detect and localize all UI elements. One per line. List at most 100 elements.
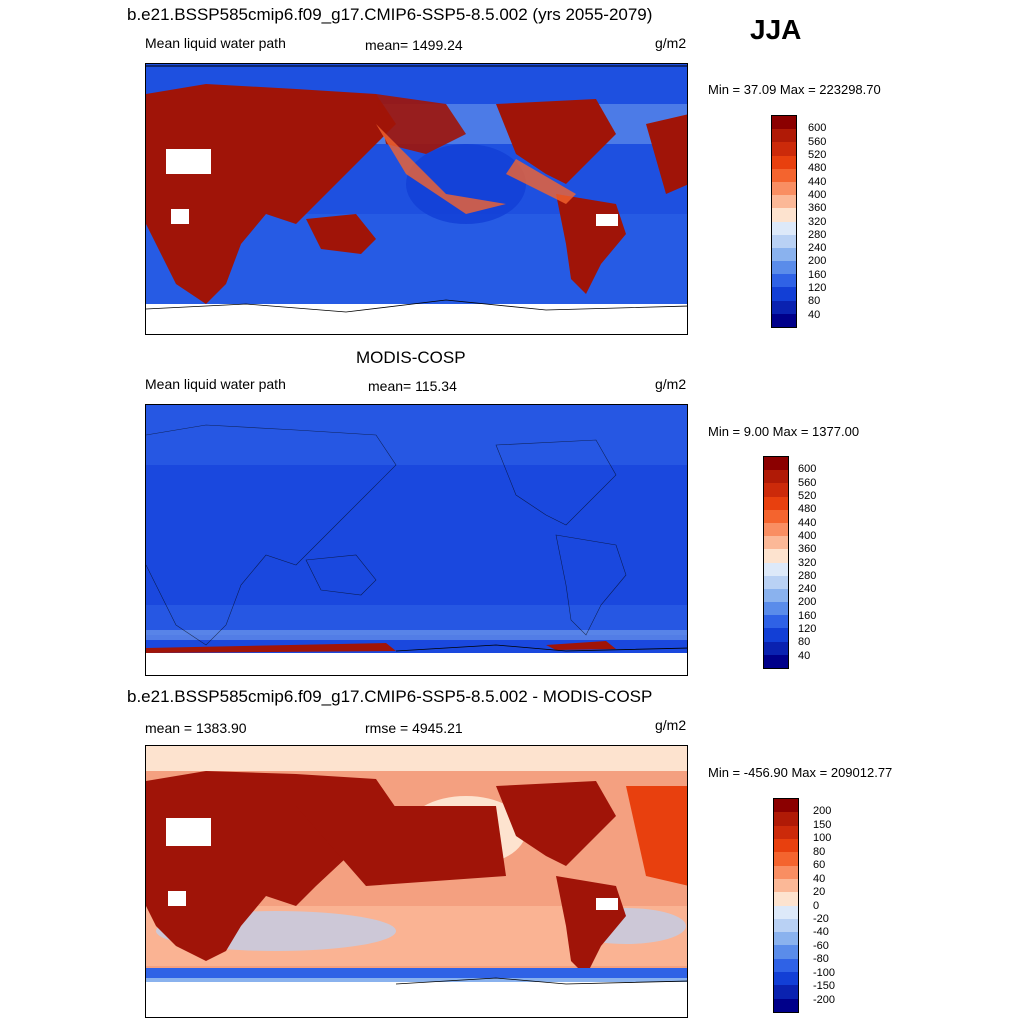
colorbar-segment xyxy=(764,549,788,563)
colorbar-segment xyxy=(764,470,788,484)
colorbar-segment xyxy=(774,852,798,866)
colorbar-segment xyxy=(774,838,798,853)
panel2-minmax: Min = 9.00 Max = 1377.00 xyxy=(708,424,860,439)
colorbar-segment xyxy=(764,562,788,576)
colorbar-tick-label: 150 xyxy=(813,818,832,831)
colorbar-segment xyxy=(772,234,796,248)
panel2-mean-label: mean= 115.34 xyxy=(368,378,457,394)
colorbar-tick-label: 280 xyxy=(798,569,817,582)
colorbar-tick-label: 240 xyxy=(798,583,817,596)
colorbar-tick-label: 80 xyxy=(798,636,811,649)
colorbar-segment xyxy=(774,932,798,946)
colorbar-tick-label: 40 xyxy=(808,308,821,321)
colorbar-tick-label: 520 xyxy=(798,489,817,502)
colorbar-segment xyxy=(764,628,788,642)
colorbar-segment xyxy=(772,247,796,262)
colorbar-segment xyxy=(772,168,796,182)
colorbar-tick-label: 40 xyxy=(798,649,811,662)
colorbar-tick-label: 560 xyxy=(798,476,817,489)
panel2-variable-label: Mean liquid water path xyxy=(145,376,286,392)
colorbar-tick-label: 120 xyxy=(808,282,827,295)
colorbar-tick-label: 80 xyxy=(813,845,826,858)
colorbar-segment xyxy=(774,945,798,959)
colorbar-segment xyxy=(764,602,788,616)
colorbar-segment xyxy=(774,918,798,933)
panel3-mean-label: mean = 1383.90 xyxy=(145,720,247,736)
colorbar-tick-label: 120 xyxy=(798,623,817,636)
colorbar-segment xyxy=(772,129,796,143)
colorbar-segment xyxy=(774,905,798,919)
colorbar-segment xyxy=(764,575,788,589)
colorbar-segment xyxy=(764,615,788,629)
colorbar-tick-label: 160 xyxy=(798,609,817,622)
colorbar-tick-label: 440 xyxy=(798,516,817,529)
colorbar-segment xyxy=(772,208,796,222)
colorbar-tick-label: 280 xyxy=(808,228,827,241)
model-map-svg xyxy=(146,64,687,334)
colorbar-tick-label: 0 xyxy=(813,899,820,912)
colorbar-segment xyxy=(774,878,798,893)
panel1-title: b.e21.BSSP585cmip6.f09_g17.CMIP6-SSP5-8.… xyxy=(127,5,653,24)
difference-colorbar xyxy=(773,798,799,1013)
colorbar-segment xyxy=(772,181,796,196)
colorbar-segment xyxy=(774,825,798,839)
obs-map xyxy=(145,404,688,676)
colorbar-segment xyxy=(764,457,788,471)
colorbar-segment xyxy=(764,654,788,668)
colorbar-tick-label: 80 xyxy=(808,295,821,308)
colorbar-tick-label: -20 xyxy=(813,912,829,925)
colorbar-segment xyxy=(764,641,788,655)
colorbar-tick-label: 480 xyxy=(808,162,827,175)
colorbar-tick-label: 60 xyxy=(813,859,826,872)
model-colorbar xyxy=(771,115,797,328)
colorbar-tick-label: 40 xyxy=(813,872,826,885)
colorbar-segment xyxy=(764,536,788,550)
difference-map xyxy=(145,745,688,1018)
colorbar-segment xyxy=(772,313,796,327)
colorbar-segment xyxy=(774,998,798,1012)
panel3-minmax: Min = -456.90 Max = 209012.77 xyxy=(708,765,893,780)
panel3-units: g/m2 xyxy=(655,717,687,733)
colorbar-segment xyxy=(772,274,796,288)
colorbar-tick-label: 360 xyxy=(808,202,827,215)
season-label: JJA xyxy=(750,14,802,45)
colorbar-tick-label: 480 xyxy=(798,503,817,516)
colorbar-tick-label: 560 xyxy=(808,135,827,148)
colorbar-tick-label: 440 xyxy=(808,175,827,188)
colorbar-tick-label: 320 xyxy=(808,215,827,228)
panel2-title: MODIS-COSP xyxy=(356,348,466,367)
colorbar-tick-label: 200 xyxy=(798,596,817,609)
colorbar-tick-label: 240 xyxy=(808,242,827,255)
panel1-mean-label: mean= 1499.24 xyxy=(365,37,463,53)
colorbar-segment xyxy=(772,300,796,314)
colorbar-tick-label: -150 xyxy=(813,980,836,993)
colorbar-segment xyxy=(772,195,796,209)
colorbar-tick-label: -100 xyxy=(813,966,836,979)
colorbar-segment xyxy=(774,799,798,813)
colorbar-segment xyxy=(774,865,798,879)
colorbar-tick-label: 200 xyxy=(813,805,832,818)
colorbar-segment xyxy=(774,812,798,826)
panel1-minmax: Min = 37.09 Max = 223298.70 xyxy=(708,82,881,97)
colorbar-tick-label: -200 xyxy=(813,993,836,1006)
colorbar-segment xyxy=(764,509,788,523)
colorbar-tick-label: 20 xyxy=(813,886,826,899)
colorbar-tick-label: -40 xyxy=(813,926,829,939)
colorbar-segment xyxy=(772,116,796,130)
panel3-title: b.e21.BSSP585cmip6.f09_g17.CMIP6-SSP5-8.… xyxy=(127,687,653,706)
colorbar-segment xyxy=(772,221,796,235)
panel1-variable-label: Mean liquid water path xyxy=(145,35,286,51)
colorbar-segment xyxy=(764,483,788,497)
colorbar-segment xyxy=(772,142,796,156)
colorbar-segment xyxy=(772,261,796,275)
colorbar-segment xyxy=(774,958,798,973)
obs-colorbar xyxy=(763,456,789,669)
colorbar-segment xyxy=(772,155,796,169)
difference-map-svg xyxy=(146,746,687,1017)
colorbar-tick-label: -80 xyxy=(813,953,829,966)
colorbar-segment xyxy=(774,985,798,999)
colorbar-tick-label: 600 xyxy=(798,463,817,476)
colorbar-tick-label: 520 xyxy=(808,148,827,161)
colorbar-segment xyxy=(764,522,788,537)
colorbar-segment xyxy=(774,892,798,906)
